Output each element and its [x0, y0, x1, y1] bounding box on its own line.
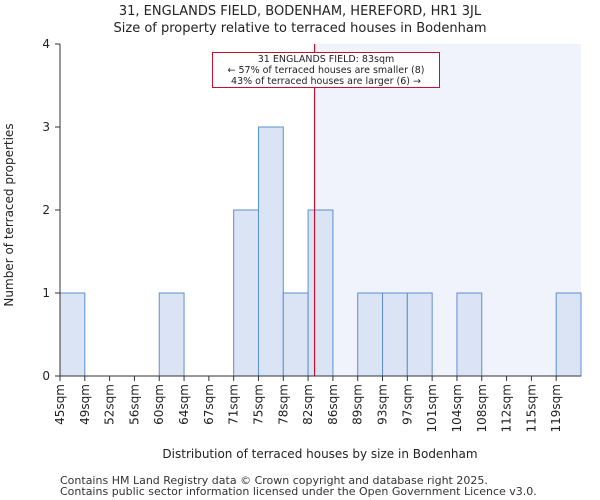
x-tick-label: 89sqm	[351, 384, 365, 425]
x-tick-label: 93sqm	[376, 384, 390, 425]
y-tick-label: 1	[42, 286, 50, 300]
x-tick-label: 78sqm	[276, 384, 290, 425]
chart-title: 31, ENGLANDS FIELD, BODENHAM, HEREFORD, …	[118, 4, 482, 19]
annotation-line-3: 43% of terraced houses are larger (6) →	[231, 76, 421, 87]
annotation-line-2: ← 57% of terraced houses are smaller (8)	[227, 65, 425, 76]
x-tick-label: 75sqm	[251, 384, 265, 425]
x-tick-label: 104sqm	[450, 384, 464, 432]
bar-60sqm	[158, 292, 185, 377]
y-axis-label: Number of terraced properties	[2, 123, 16, 306]
y-tick-label: 3	[42, 120, 50, 134]
annotation-line-1: 31 ENGLANDS FIELD: 83sqm	[257, 54, 395, 65]
footer-licence: Contains public sector information licen…	[60, 485, 537, 498]
bar-104sqm	[456, 292, 483, 377]
x-tick-label: 52sqm	[103, 384, 117, 425]
x-tick-label: 56sqm	[127, 384, 141, 425]
x-tick-label: 101sqm	[425, 384, 439, 432]
bar-82sqm	[307, 209, 334, 377]
y-tick-label: 4	[42, 37, 50, 51]
bar-78sqm	[282, 292, 309, 377]
x-tick-label: 108sqm	[475, 384, 489, 432]
x-tick-label: 49sqm	[78, 384, 92, 425]
x-tick-label: 112sqm	[500, 384, 514, 432]
x-tick-label: 115sqm	[524, 384, 538, 432]
x-tick-label: 82sqm	[301, 384, 315, 425]
chart-subtitle: Size of property relative to terraced ho…	[113, 21, 487, 36]
bar-45sqm	[59, 292, 86, 377]
x-tick-label: 60sqm	[152, 384, 166, 425]
bar-97sqm	[406, 292, 433, 377]
x-tick-label: 86sqm	[326, 384, 340, 425]
y-tick-label: 0	[42, 369, 50, 383]
marker-annotation: 31 ENGLANDS FIELD: 83sqm ← 57% of terrac…	[212, 52, 440, 88]
x-tick-label: 71sqm	[227, 384, 241, 425]
footer-copyright: Contains HM Land Registry data © Crown c…	[60, 474, 488, 487]
x-tick-label: 45sqm	[53, 384, 67, 425]
bar-119sqm	[555, 292, 582, 377]
x-tick-label: 64sqm	[177, 384, 191, 425]
x-tick-label: 97sqm	[400, 384, 414, 425]
bar-75sqm	[257, 126, 284, 377]
y-tick-label: 2	[42, 203, 50, 217]
x-tick-label: 119sqm	[549, 384, 563, 432]
bar-89sqm	[357, 292, 384, 377]
x-tick-label: 67sqm	[202, 384, 216, 425]
bar-93sqm	[382, 292, 408, 377]
bar-71sqm	[233, 209, 259, 377]
x-axis-label: Distribution of terraced houses by size …	[162, 447, 477, 461]
highlight-region	[314, 44, 581, 376]
